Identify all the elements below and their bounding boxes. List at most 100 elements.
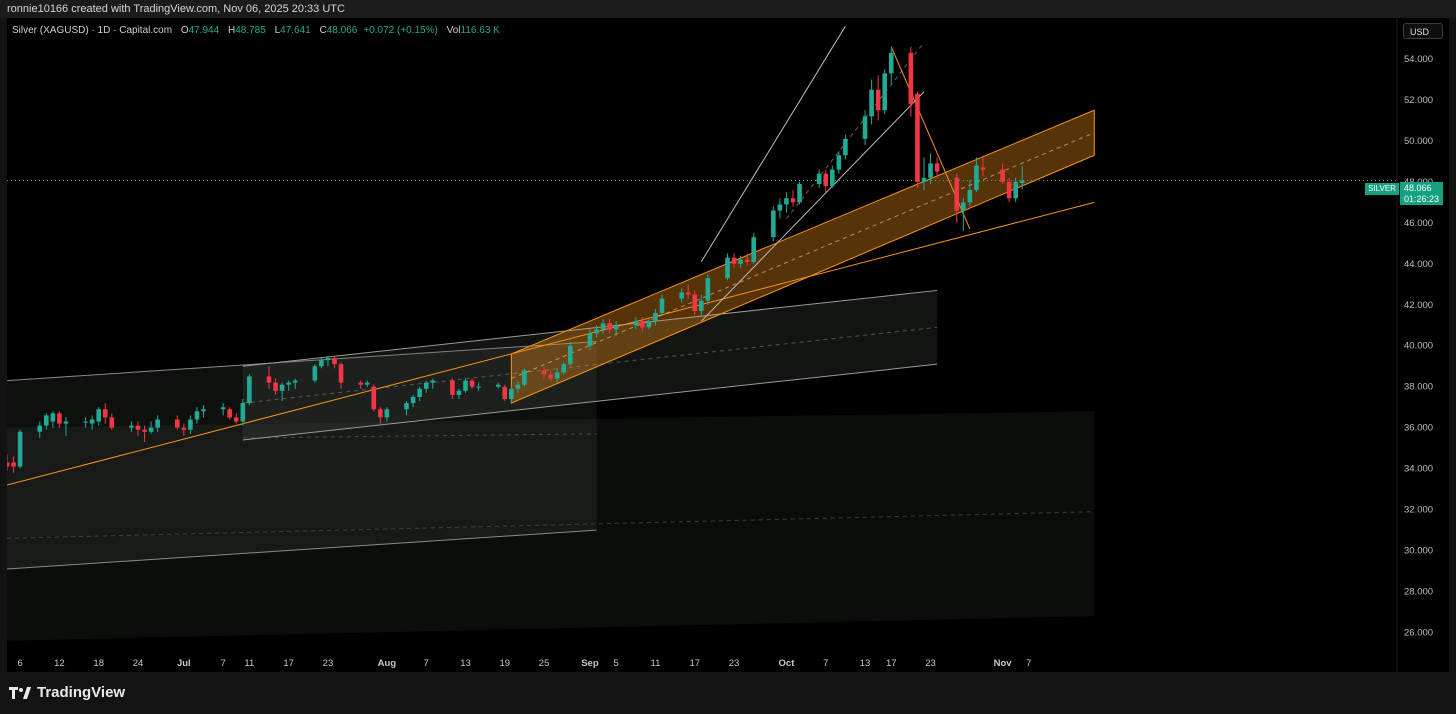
bar-countdown: 01:26:23 (1404, 194, 1440, 204)
summer-channel-lower (242, 363, 938, 441)
candle-body (240, 403, 246, 422)
time-tick-label: 24 (133, 658, 144, 669)
candle-body (273, 382, 278, 391)
candle-body (63, 421, 69, 424)
candle-body (980, 167, 986, 170)
candle-body (646, 321, 652, 328)
candle-body (83, 421, 88, 423)
price-tick-label: 44.000 (1404, 259, 1433, 270)
candle-body (456, 390, 462, 395)
time-tick-label: 17 (283, 658, 294, 669)
candle-body (37, 425, 43, 432)
symbol-title[interactable]: Silver (XAGUSD) · 1D · Capital.com (12, 25, 173, 36)
chart-area[interactable]: 26.000 28.000 30.000 32.000 34.000 36.000 38.0… (7, 18, 1449, 672)
candle-body (194, 411, 200, 420)
change-value: +0.072 (+0.15%) (363, 25, 438, 36)
candle-body (777, 204, 783, 211)
candle-body (731, 257, 737, 264)
candle-body (17, 431, 23, 467)
candle-body (469, 380, 475, 387)
candle-body (725, 257, 730, 279)
candle-body (417, 388, 422, 397)
long-term-channel-midline (7, 511, 1095, 539)
candle-body (227, 409, 232, 418)
candle-body (371, 386, 377, 410)
currency-selector[interactable]: USD (1403, 23, 1443, 39)
candle-body (692, 294, 698, 311)
candle-body (561, 364, 567, 373)
time-tick-label: 13 (460, 658, 471, 669)
price-tick-label: 52.000 (1404, 95, 1433, 106)
time-tick-label: Aug (378, 658, 397, 669)
candle-body (522, 370, 527, 385)
candle-body (967, 190, 973, 203)
candle-body (515, 384, 521, 389)
candle-body (279, 384, 285, 391)
candle-body (404, 403, 409, 410)
candle-body (653, 312, 658, 322)
candle-body (548, 374, 553, 379)
candle-body (292, 380, 298, 383)
candle-body (233, 417, 239, 422)
candle-body (312, 366, 318, 381)
candle-body (685, 292, 691, 295)
time-tick-label: Oct (779, 658, 796, 669)
price-chart[interactable]: 26.000 28.000 30.000 32.000 34.000 36.000 38.0… (7, 18, 1449, 672)
candle-body (1006, 181, 1012, 199)
brand-name: TradingView (37, 684, 126, 701)
candle-body (1019, 180, 1025, 184)
candle-body (44, 415, 49, 426)
steep-channel-midline (786, 42, 925, 220)
candle-body (705, 278, 711, 301)
candle-body (915, 93, 920, 182)
candle-body (266, 376, 272, 383)
mid-channel-upper (7, 341, 597, 382)
candle-body (659, 298, 665, 313)
candle-body (738, 259, 743, 264)
time-tick-label: 7 (221, 658, 226, 669)
candle-body (771, 210, 776, 238)
candle-body (102, 409, 108, 418)
last-price-tag: 48.066 01:26:23 (1400, 182, 1443, 205)
candle-body (1000, 169, 1005, 182)
candle-body (640, 321, 645, 328)
long-term-channel (7, 411, 1095, 641)
time-tick-label: 11 (651, 658, 661, 669)
orange-channel-midline (511, 132, 1095, 379)
candle-body (430, 380, 436, 383)
candle-body (502, 386, 508, 399)
time-tick-label: 11 (244, 658, 254, 669)
tradingview-logo-icon (9, 686, 31, 699)
candle-body (928, 163, 933, 178)
price-tick-label: 38.000 (1404, 382, 1433, 393)
open-value: 47.944 (188, 25, 220, 36)
chart-legend: Silver (XAGUSD) · 1D · Capital.com O47.9… (12, 25, 500, 36)
candle-body (220, 407, 226, 410)
orange-trendline (7, 201, 1095, 486)
candle-body (1013, 181, 1018, 199)
candle-body (934, 163, 940, 172)
time-tick-label: 17 (689, 658, 700, 669)
candle-body (155, 419, 160, 428)
price-tick-label: 26.000 (1404, 628, 1433, 639)
candle-body (869, 89, 874, 117)
mid-channel (7, 341, 597, 570)
candle-body (338, 364, 344, 383)
candle-body (332, 358, 337, 365)
candle-body (875, 89, 881, 111)
price-tick-label: 36.000 (1404, 423, 1433, 434)
low-value: 47.641 (280, 25, 311, 36)
time-tick-label: 18 (93, 658, 104, 669)
candle-body (751, 237, 756, 262)
candle-body (888, 52, 894, 74)
time-tick-label: 6 (17, 658, 22, 669)
chart-credit: ronnie10166 created with TradingView.com… (0, 0, 1456, 18)
candle-body (797, 183, 802, 203)
tradingview-logo[interactable]: TradingView (9, 684, 125, 701)
time-tick-label: 13 (860, 658, 871, 669)
candle-body (11, 462, 16, 467)
steep-channel-upper (700, 25, 846, 263)
time-tick-label: 12 (54, 658, 65, 669)
candle-body (784, 198, 789, 205)
volume-value: 116.63 K (460, 25, 500, 36)
